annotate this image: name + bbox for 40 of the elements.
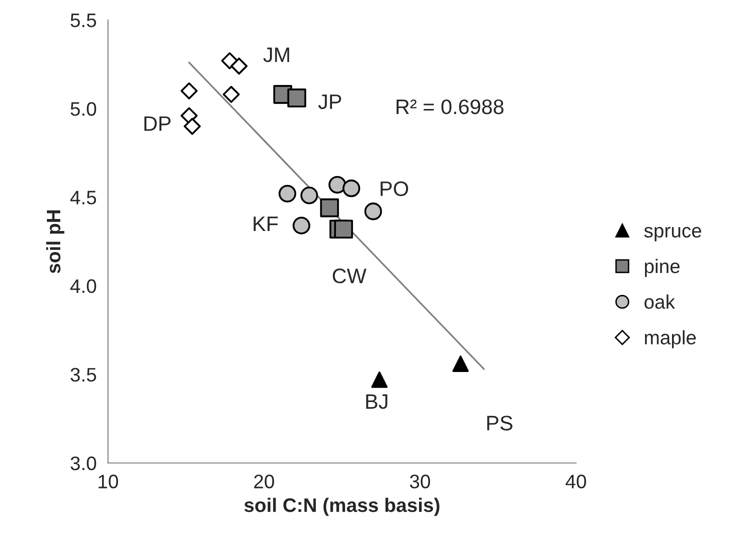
y-tick-label: 3.5 bbox=[70, 368, 96, 382]
y-tick-label: 3.0 bbox=[70, 456, 96, 470]
point bbox=[300, 186, 318, 204]
legend-label: spruce bbox=[644, 226, 702, 242]
point bbox=[292, 216, 310, 234]
annotation: JM bbox=[263, 48, 290, 62]
legend-label: maple bbox=[644, 330, 696, 348]
y-tick-label: 5.0 bbox=[70, 102, 96, 116]
y-tick-label: 4.0 bbox=[70, 279, 96, 294]
annotation: R² = 0.6988 bbox=[396, 99, 504, 114]
point bbox=[364, 202, 382, 220]
annotation: BJ bbox=[366, 394, 388, 409]
y-tick-label: 4.5 bbox=[70, 190, 96, 204]
x-tick-label: 20 bbox=[254, 474, 274, 488]
point bbox=[287, 88, 306, 108]
point bbox=[328, 176, 346, 194]
point bbox=[184, 118, 201, 135]
point bbox=[320, 198, 339, 218]
annotation: KF bbox=[254, 216, 278, 231]
point bbox=[334, 220, 353, 239]
annotation: DP bbox=[144, 116, 171, 131]
point bbox=[222, 86, 240, 103]
x-tick-label: 10 bbox=[98, 474, 118, 488]
annotation: CW bbox=[332, 268, 366, 284]
y-tick-label: 5.5 bbox=[70, 14, 96, 28]
annotation: PO bbox=[380, 181, 408, 196]
legend-label: oak bbox=[644, 294, 676, 309]
point bbox=[371, 372, 388, 388]
point bbox=[452, 356, 469, 372]
y-axis-title: soil pH bbox=[46, 210, 64, 274]
point bbox=[180, 82, 198, 100]
point bbox=[230, 58, 248, 75]
x-tick-label: 40 bbox=[566, 474, 586, 488]
annotation: JP bbox=[318, 94, 342, 110]
legend-label: pine bbox=[644, 258, 680, 278]
x-tick-label: 30 bbox=[410, 474, 430, 488]
point bbox=[342, 180, 360, 198]
point bbox=[278, 184, 296, 202]
x-axis-title: soil C:N (mass basis) bbox=[244, 498, 440, 516]
annotation: PS bbox=[487, 416, 512, 430]
